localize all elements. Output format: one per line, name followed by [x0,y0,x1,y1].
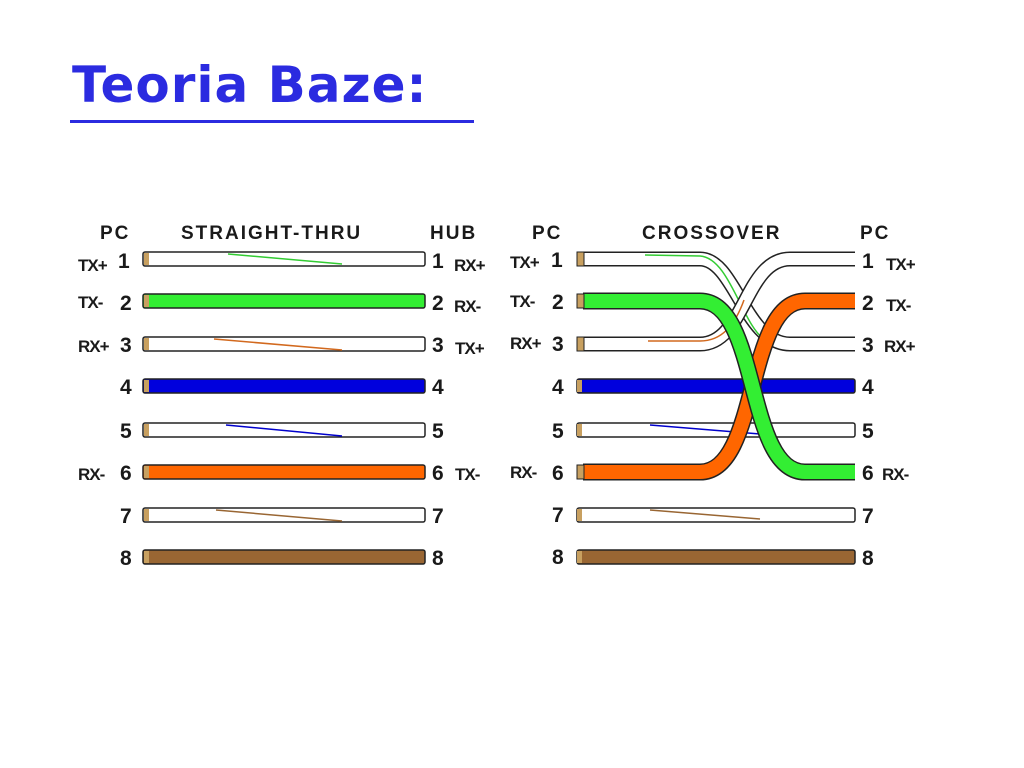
straight-row-4: 4 4 [120,376,444,399]
straight-left-signal-2: TX- [78,293,103,312]
straight-row-1: TX+ 1 1 RX+ [78,250,487,275]
straight-row-5: 5 5 [120,420,444,443]
straight-wire-end-4 [144,380,149,392]
crossover-left-pin-6: 6 [552,462,564,485]
straight-left-signal-6: RX- [78,465,105,484]
straight-wire-6 [142,464,426,480]
crossover-right-pin-2: 2 [862,292,874,315]
straight-wire-end-5 [144,424,149,436]
straight-right-pin-3: 3 [432,334,444,357]
straight-thru-diagram: PC STRAIGHT-THRU HUB TX+ 1 1 RX+ TX- 2 2… [78,223,487,570]
crossover-left-signal-1: TX+ [510,253,540,272]
straight-left-pin-6: 6 [120,462,132,485]
crossover-left-pin-5: 5 [552,420,564,443]
slide-title: Teoria Baze: [72,56,428,114]
crossover-left-pin-8: 8 [552,546,564,569]
straight-mid-header: STRAIGHT-THRU [181,223,362,244]
crossover-wire-3-to-1 [583,251,855,352]
straight-stripe-7 [215,509,343,522]
straight-row-8: 8 8 [120,547,444,570]
crossover-right-signal-2: TX- [886,296,911,315]
crossover-right-pin-7: 7 [862,505,874,528]
straight-left-pin-5: 5 [120,420,132,443]
straight-right-signal-2: RX- [454,297,481,316]
crossover-left-pin-3: 3 [552,333,564,356]
straight-stripe-1 [227,253,343,265]
crossover-wire-ends [576,251,585,563]
straight-right-signal-6: TX- [455,465,480,484]
straight-right-pin-2: 2 [432,292,444,315]
straight-right-pin-6: 6 [432,462,444,485]
straight-stripe-5 [225,424,343,437]
crossover-left-signal-6: RX- [510,463,537,482]
crossover-left-pin-4: 4 [552,376,564,399]
crossover-left-pin-2: 2 [552,291,564,314]
straight-left-pin-7: 7 [120,505,132,528]
straight-row-7: 7 7 [120,505,444,528]
straight-left-pin-1: 1 [118,250,130,273]
crossover-right-pin-6: 6 [862,462,874,485]
crossover-right-signal-1: TX+ [886,255,916,274]
straight-right-signal-3: TX+ [455,339,485,358]
straight-left-pin-3: 3 [120,334,132,357]
straight-wire-4 [142,378,426,394]
straight-row-2: TX- 2 2 RX- [78,292,482,316]
crossover-right-pin-1: 1 [862,250,874,273]
crossover-stripe-7 [649,509,761,520]
straight-wire-end-3 [144,338,149,350]
straight-wire-end-2 [144,295,149,307]
crossover-wire-2-to-6 [583,292,855,481]
straight-right-signal-1: RX+ [454,256,486,275]
crossover-right-pin-3: 3 [862,334,874,357]
straight-wire-end-8 [144,551,149,563]
straight-left-signal-3: RX+ [78,337,110,356]
straight-row-6: RX- 6 6 TX- [78,462,481,485]
straight-wire-7 [142,507,426,523]
crossover-right-pin-8: 8 [862,547,874,570]
straight-stripe-3 [213,338,343,351]
straight-left-pin-8: 8 [120,547,132,570]
straight-wire-end-6 [144,466,149,478]
crossover-wire-4 [576,378,856,394]
straight-right-pin-4: 4 [432,376,444,399]
crossover-left-header: PC [532,223,562,244]
straight-right-header: HUB [430,223,477,244]
straight-right-pin-8: 8 [432,547,444,570]
straight-left-signal-1: TX+ [78,256,108,275]
crossover-left-pin-1: 1 [551,249,563,272]
straight-wire-end-1 [144,253,149,265]
crossover-left-signal-3: RX+ [510,334,542,353]
crossover-diagram: PC CROSSOVER PC [510,223,917,570]
crossover-left-pin-7: 7 [552,504,564,527]
crossover-wire-8 [576,549,856,565]
crossover-right-signal-6: RX- [882,465,909,484]
straight-right-pin-5: 5 [432,420,444,443]
crossover-right-signal-3: RX+ [884,337,916,356]
straight-row-3: RX+ 3 3 TX+ [78,334,486,358]
crossover-left-signal-2: TX- [510,292,535,311]
crossover-right-pin-4: 4 [862,376,874,399]
crossover-mid-header: CROSSOVER [642,223,781,244]
straight-wire-8 [142,549,426,565]
straight-right-pin-1: 1 [432,250,444,273]
crossover-right-header: PC [860,223,890,244]
straight-wire-3 [142,336,426,352]
title-underline [70,120,474,123]
straight-left-header: PC [100,223,130,244]
straight-left-pin-2: 2 [120,292,132,315]
straight-left-pin-4: 4 [120,376,132,399]
straight-wire-end-7 [144,509,149,521]
crossover-right-pin-5: 5 [862,420,874,443]
straight-right-pin-7: 7 [432,505,444,528]
straight-wire-2 [142,293,426,309]
